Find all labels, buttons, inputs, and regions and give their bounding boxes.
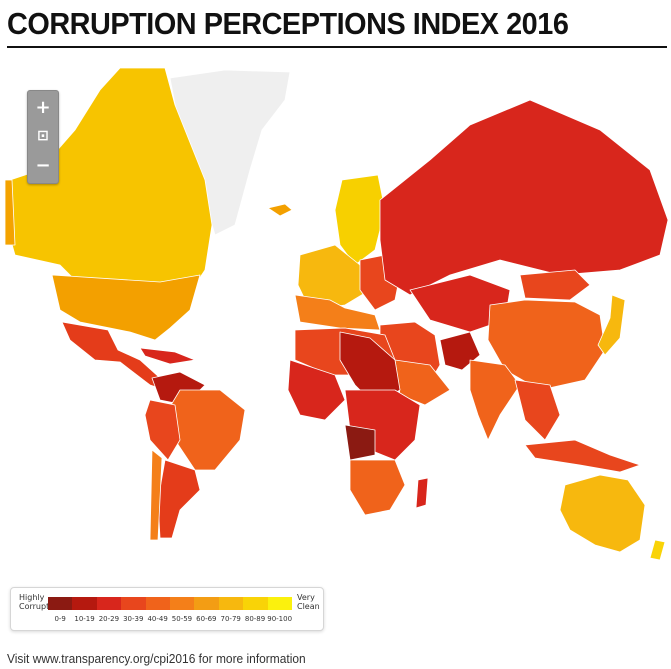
legend-high-label: Very Clean (297, 593, 320, 611)
legend-range-label: 0-9 (54, 615, 66, 623)
region-andes[interactable] (144, 399, 181, 461)
region-brazil[interactable] (167, 389, 246, 471)
footer-info: Visit www.transparency.org/cpi2016 for m… (7, 651, 306, 666)
region-usa[interactable] (51, 274, 201, 341)
region-scandinavia[interactable] (334, 174, 386, 266)
region-central-africa[interactable] (344, 424, 376, 461)
legend-range-label: 80-89 (244, 615, 266, 623)
region-western-europe[interactable] (297, 244, 371, 311)
region-russia[interactable] (379, 99, 669, 296)
zoom-out-button[interactable]: − (35, 155, 51, 176)
legend-swatch (194, 597, 219, 610)
region-alaska[interactable] (4, 179, 16, 246)
region-iceland[interactable] (267, 203, 293, 217)
legend-swatch (72, 597, 97, 610)
region-canada[interactable] (4, 67, 213, 293)
legend-swatch (243, 597, 268, 610)
region-southern-europe[interactable] (294, 294, 381, 331)
zoom-in-button[interactable]: + (35, 97, 51, 118)
legend-range-label: 10-19 (74, 615, 95, 623)
region-west-africa[interactable] (287, 359, 346, 421)
world-map[interactable] (0, 60, 671, 575)
zoom-reset-button[interactable]: ⊡ (37, 128, 49, 144)
legend-swatch (96, 597, 122, 610)
legend: Highly Corrupt Very Clean 0-9 10-19 20-29 3… (10, 587, 324, 631)
legend-range-label: 30-39 (123, 615, 144, 623)
legend-range-label: 60-69 (196, 615, 217, 623)
legend-low-label: Highly Corrupt (19, 593, 50, 611)
page-title: CORRUPTION PERCEPTIONS INDEX 2016 (7, 6, 569, 41)
legend-swatch (145, 597, 171, 610)
legend-range-label: 70-79 (220, 615, 241, 623)
legend-range-label: 90-100 (267, 615, 293, 623)
region-new-zealand[interactable] (649, 539, 666, 561)
region-india[interactable] (469, 359, 521, 441)
legend-range-labels: 0-9 10-19 20-29 30-39 40-49 50-59 60-69 70-79 80… (48, 615, 292, 623)
legend-swatch (170, 597, 195, 610)
title-divider (7, 46, 667, 48)
region-china[interactable] (487, 299, 606, 391)
region-australia[interactable] (559, 474, 646, 553)
legend-swatch (218, 597, 244, 610)
region-madagascar[interactable] (415, 477, 429, 509)
world-map-svg[interactable] (0, 60, 671, 575)
region-indonesia[interactable] (524, 439, 641, 473)
legend-range-label: 40-49 (147, 615, 168, 623)
region-caribbean[interactable] (139, 347, 196, 365)
legend-range-label: 20-29 (98, 615, 120, 623)
region-argentina[interactable] (157, 459, 201, 539)
region-japan[interactable] (597, 294, 626, 356)
legend-swatch (121, 597, 146, 610)
region-mongolia[interactable] (519, 269, 591, 301)
region-southeast-asia[interactable] (514, 379, 561, 441)
region-chile[interactable] (149, 449, 163, 541)
legend-swatch (267, 597, 293, 610)
legend-range-label: 50-59 (171, 615, 193, 623)
legend-color-scale (48, 597, 293, 610)
region-southern-africa[interactable] (349, 459, 406, 516)
legend-swatch (48, 597, 73, 610)
zoom-control: + ⊡ − (27, 90, 59, 184)
